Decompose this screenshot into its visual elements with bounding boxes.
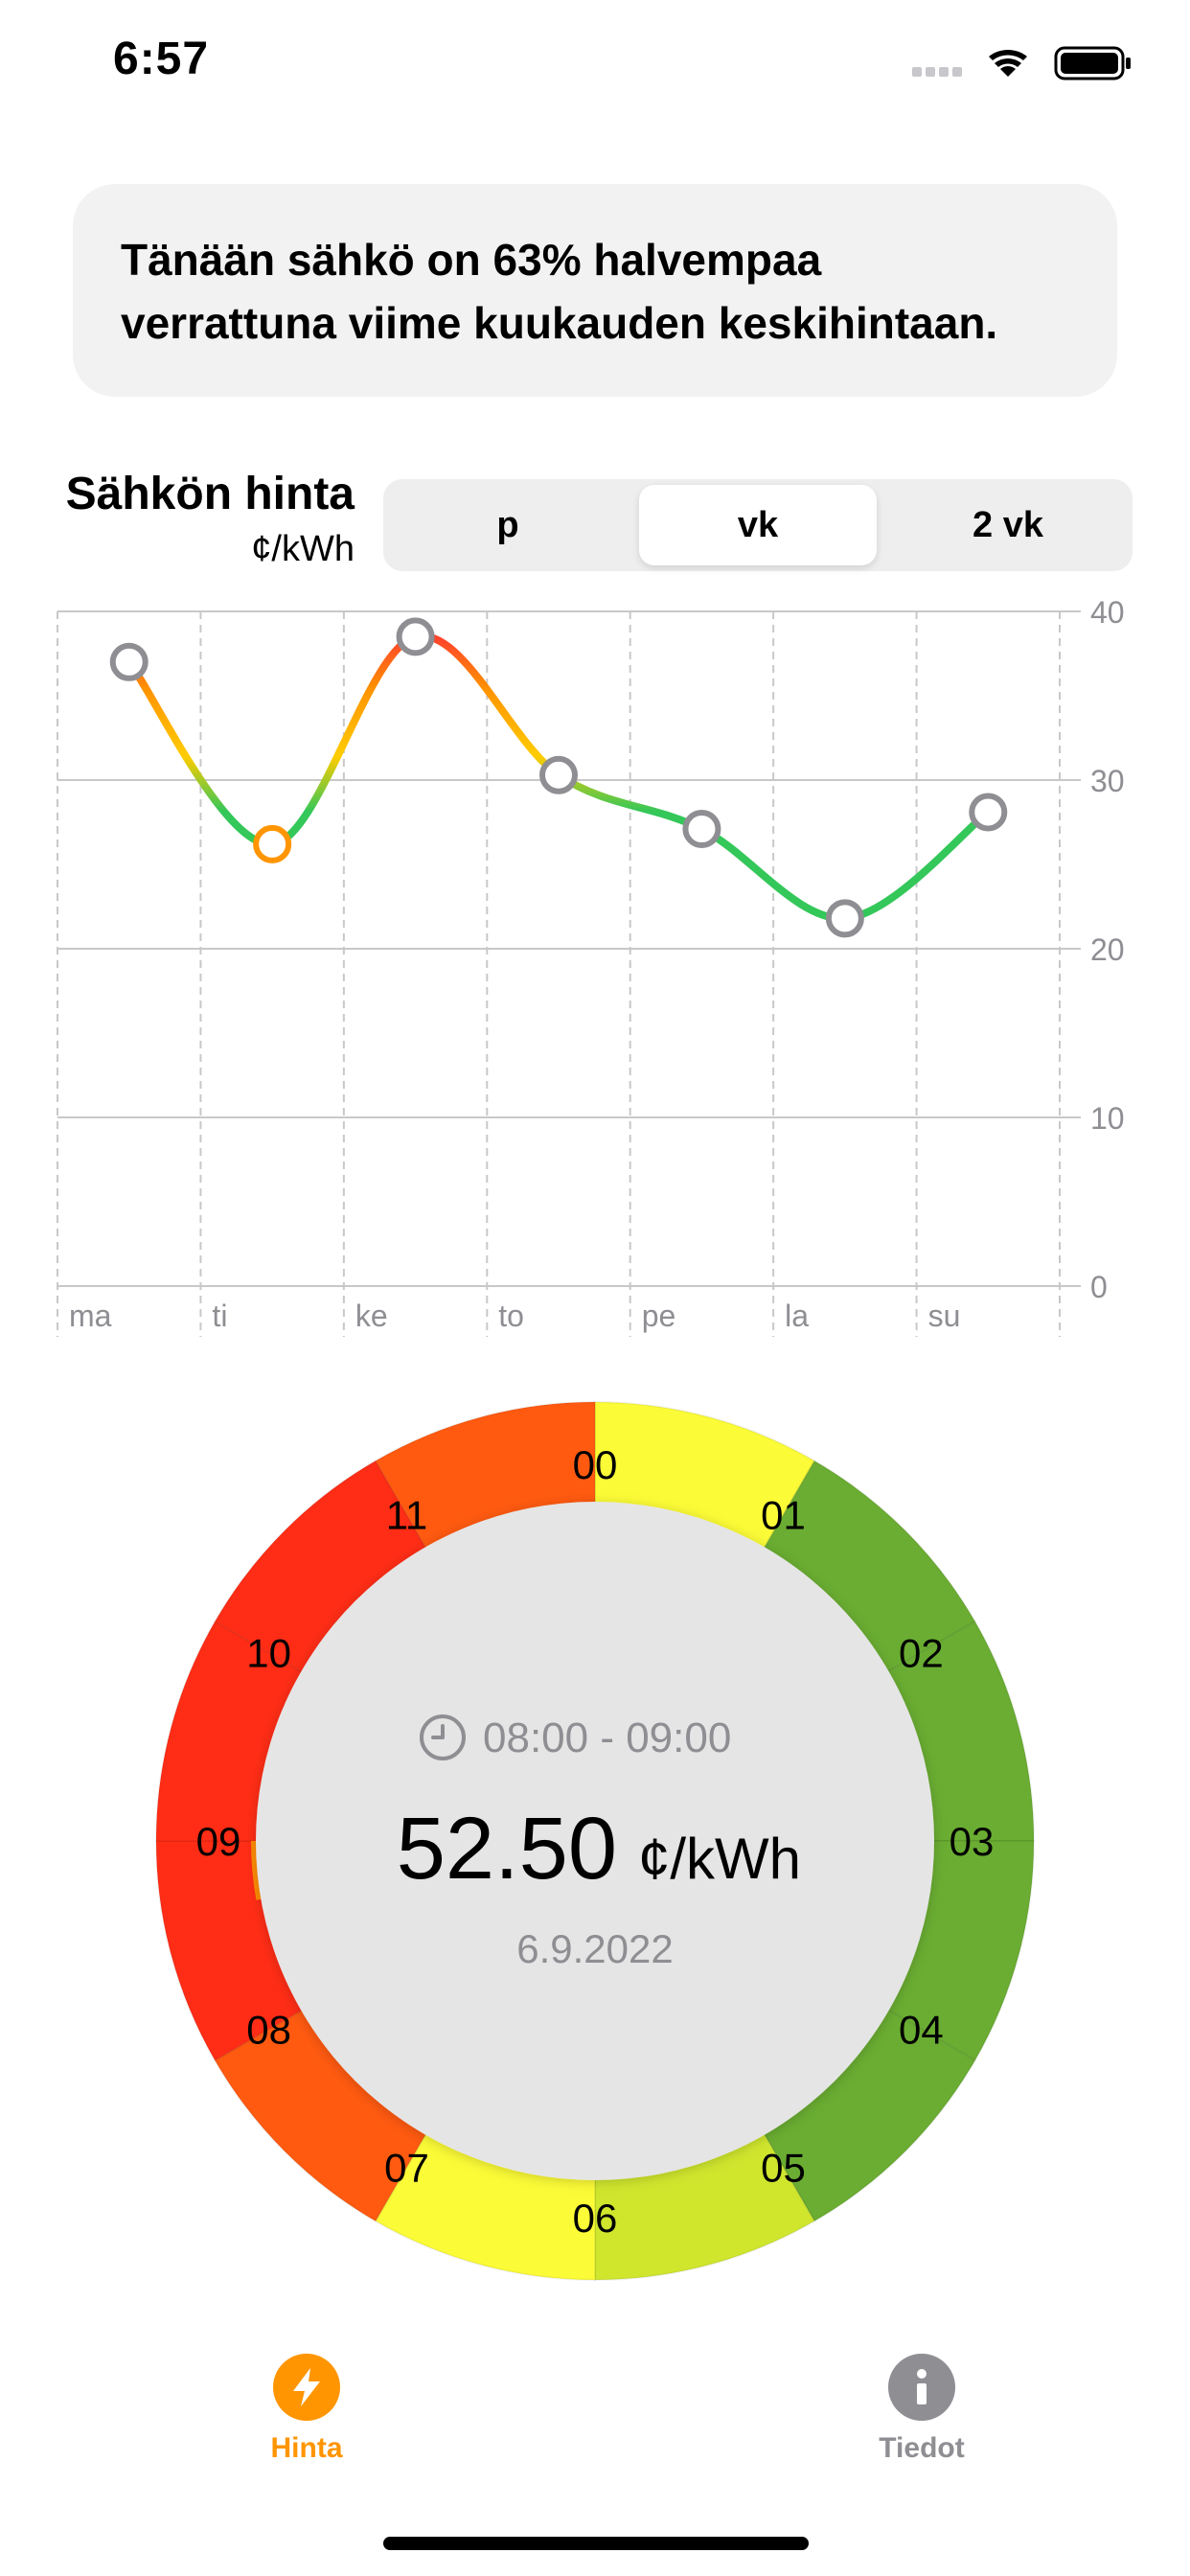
home-indicator: [383, 2537, 809, 2550]
gauge-time-range: 08:00 - 09:00: [483, 1714, 731, 1761]
chart-grid: [57, 610, 1081, 1337]
status-icons: [912, 46, 1131, 80]
price-point-highlight[interactable]: [253, 824, 292, 863]
y-tick-label: 0: [1090, 1270, 1108, 1304]
status-time: 6:57: [113, 34, 210, 84]
x-tick-label: la: [785, 1299, 809, 1333]
battery-icon: [1054, 46, 1131, 80]
hour-label: 09: [196, 1819, 241, 1864]
bolt-icon: [273, 2354, 340, 2421]
y-tick-label: 30: [1090, 764, 1125, 798]
price-point[interactable]: [969, 793, 1008, 832]
chart-axes: 0 10 20 30 40 ma ti ke to pe la su: [69, 595, 1125, 1333]
gauge-center-disc: [256, 1502, 934, 2180]
gauge-price-value: 52.50: [397, 1800, 617, 1898]
hour-ring[interactable]: [154, 1400, 1036, 2282]
segment-day[interactable]: p: [496, 504, 519, 545]
savings-info-card: Tänään sähkö on 63% halvempaa verrattuna…: [73, 184, 1117, 397]
y-tick-label: 40: [1090, 595, 1125, 630]
hour-label: 04: [899, 2008, 944, 2053]
price-point[interactable]: [825, 899, 864, 938]
y-tick-label: 20: [1090, 932, 1125, 967]
hour-label: 11: [386, 1493, 428, 1538]
hour-label: 05: [761, 2145, 806, 2190]
hour-label: 00: [573, 1442, 618, 1487]
price-point[interactable]: [396, 617, 435, 656]
x-tick-label: pe: [642, 1299, 676, 1333]
info-icon: [888, 2354, 955, 2421]
segment-two-weeks[interactable]: 2 vk: [973, 504, 1043, 545]
tab-hinta-label: Hinta: [270, 2432, 343, 2464]
chart-unit: ¢/kWh: [251, 529, 355, 569]
hour-labels: 00 01 02 03 04 05 06 07 08 09 10 11: [196, 1442, 995, 2241]
price-points: [109, 617, 1008, 938]
tab-hinta[interactable]: Hinta: [211, 2354, 402, 2465]
x-tick-label: to: [498, 1299, 524, 1333]
gauge-date: 6.9.2022: [516, 1926, 674, 1971]
wifi-icon: [989, 49, 1027, 77]
period-segmented-control[interactable]: p vk 2 vk: [383, 479, 1133, 571]
hourly-price-gauge[interactable]: 00 01 02 03 04 05 06 07 08 09 10 11 08:00 - 09:00 5…: [153, 1399, 1037, 2283]
price-point[interactable]: [682, 810, 721, 849]
x-tick-label: ti: [212, 1299, 227, 1333]
price-point[interactable]: [109, 642, 149, 681]
tab-tiedot-label: Tiedot: [879, 2432, 965, 2464]
segment-week[interactable]: vk: [639, 485, 877, 565]
hour-label: 10: [246, 1631, 291, 1676]
savings-info-line-1: Tänään sähkö on 63% halvempaa: [121, 235, 822, 285]
tab-tiedot[interactable]: Tiedot: [826, 2354, 1018, 2465]
x-tick-label: su: [928, 1299, 961, 1333]
hour-label: 06: [573, 2196, 618, 2241]
chart-title: Sähkön hinta: [65, 469, 355, 519]
hour-label: 01: [761, 1493, 806, 1538]
hour-label: 08: [246, 2008, 291, 2053]
x-tick-label: ke: [355, 1299, 388, 1333]
clock-icon: [420, 1714, 466, 1760]
y-tick-label: 10: [1090, 1101, 1125, 1136]
x-tick-label: ma: [69, 1299, 112, 1333]
hour-label: 07: [384, 2145, 429, 2190]
gauge-price-unit: ¢/kWh: [638, 1827, 801, 1891]
price-point[interactable]: [539, 755, 578, 794]
signal-icon: [912, 67, 962, 77]
hour-label: 03: [950, 1819, 995, 1864]
savings-info-line-2: verrattuna viime kuukauden keskihintaan.: [121, 298, 998, 348]
price-line-chart: 0 10 20 30 40 ma ti ke to pe la su: [57, 595, 1125, 1337]
hour-label: 02: [899, 1631, 944, 1676]
